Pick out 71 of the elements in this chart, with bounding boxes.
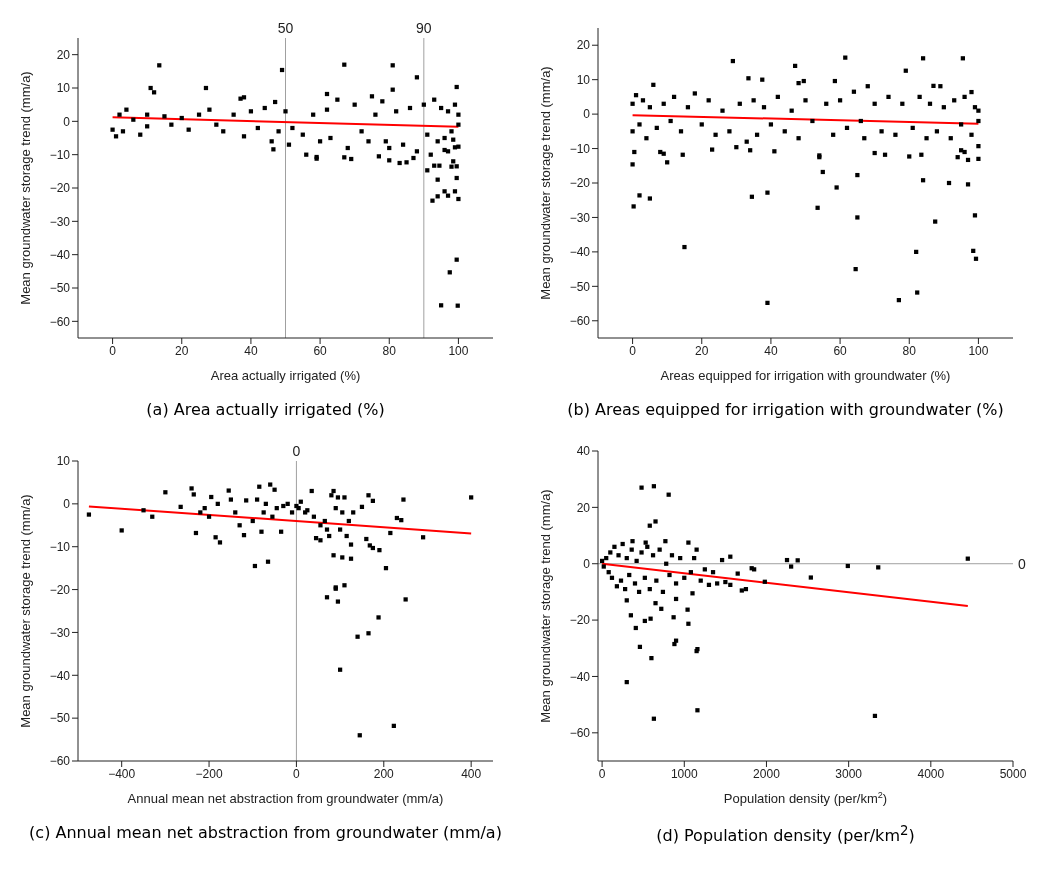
- y-tick-label: −60: [569, 314, 591, 329]
- y-tick-label: 0: [63, 497, 71, 512]
- y-axis-title: Mean groundwater storage trend (mm/a): [538, 66, 553, 300]
- text: (a) Area actually irrigated (%): [145, 400, 386, 419]
- y-axis-title: Mean groundwater storage trend (mm/a): [538, 489, 553, 723]
- y-tick-label: 20: [576, 500, 591, 515]
- y-tick-label: 10: [56, 454, 71, 469]
- y-tick-label: −20: [49, 582, 71, 597]
- y-tick-label: −30: [49, 625, 71, 640]
- x-tick-label: 20: [695, 343, 709, 358]
- y-tick-label: 20: [56, 47, 71, 62]
- x-axis-title: Population density (per/km$^{2}$): [723, 790, 888, 806]
- y-tick-label: −20: [569, 176, 591, 191]
- x-tick-label: 4000: [917, 766, 945, 781]
- y-tick-label: 0: [583, 107, 591, 122]
- x-tick-label: 5000: [999, 766, 1027, 781]
- y-tick-label: −10: [49, 539, 71, 554]
- x-tick-label: 1000: [670, 766, 698, 781]
- y-tick-label: −30: [569, 210, 591, 225]
- x-tick-label: 400: [461, 766, 482, 781]
- x-axis-title: Areas equipped for irrigation with groundwater (%): [660, 368, 951, 383]
- y-tick-label: −40: [49, 247, 71, 262]
- x-tick-label: 40: [244, 343, 258, 358]
- y-tick-label: −20: [49, 181, 71, 196]
- y-tick-label: −40: [569, 245, 591, 260]
- ref-line-label: 0: [1018, 555, 1026, 572]
- x-tick-label: 3000: [835, 766, 863, 781]
- ref-line-label: 0: [292, 443, 301, 459]
- y-tick-label: −50: [569, 279, 591, 294]
- y-tick-label: −60: [569, 726, 591, 741]
- x-tick-label: 80: [902, 343, 917, 358]
- text: (d) Population density (per/km$^{2}$): [655, 823, 916, 846]
- y-tick-label: −40: [49, 668, 71, 683]
- y-tick-label: 20: [576, 38, 591, 53]
- x-tick-label: 0: [293, 766, 301, 781]
- x-tick-label: 60: [313, 343, 328, 358]
- y-tick-label: −10: [49, 147, 71, 162]
- x-tick-label: 80: [382, 343, 397, 358]
- x-tick-label: 0: [109, 343, 117, 358]
- text: (c) Annual mean net abstraction from groundwater (mm/a): [28, 823, 503, 842]
- y-tick-label: 0: [63, 114, 71, 129]
- x-tick-label: 200: [373, 766, 395, 781]
- y-tick-label: 10: [56, 81, 71, 96]
- x-tick-label: 0: [629, 343, 637, 358]
- x-axis-title: Annual mean net abstraction from groundwater (mm/a): [127, 791, 444, 806]
- y-tick-label: 0: [583, 556, 591, 571]
- y-axis-title: Mean groundwater storage trend (mm/a): [18, 71, 33, 305]
- x-tick-label: 60: [833, 343, 848, 358]
- y-tick-label: 10: [576, 72, 591, 87]
- ref-line-label: 50: [277, 20, 294, 36]
- y-tick-label: 40: [576, 444, 591, 459]
- text: (b) Areas equipped for irrigation with groundwater (%): [566, 400, 1005, 419]
- y-tick-label: −50: [49, 281, 71, 296]
- x-tick-label: 40: [764, 343, 778, 358]
- y-tick-label: −40: [569, 669, 591, 684]
- ref-line-label: 90: [416, 20, 432, 36]
- y-tick-label: −30: [49, 214, 71, 229]
- y-axis-title: Mean groundwater storage trend (mm/a): [18, 494, 33, 728]
- x-tick-label: 20: [175, 343, 189, 358]
- y-tick-label: −60: [49, 314, 71, 329]
- x-tick-label: 2000: [753, 766, 781, 781]
- x-tick-label: 0: [598, 766, 606, 781]
- y-tick-label: −10: [569, 141, 591, 156]
- y-tick-label: −60: [49, 754, 71, 769]
- x-axis-title: Area actually irrigated (%): [210, 368, 361, 383]
- y-tick-label: −20: [569, 613, 591, 628]
- y-tick-label: −50: [49, 711, 71, 726]
- x-tick-label: −400: [108, 766, 136, 781]
- x-tick-label: −200: [195, 766, 223, 781]
- x-tick-label: 100: [968, 343, 989, 358]
- x-tick-label: 100: [448, 343, 469, 358]
